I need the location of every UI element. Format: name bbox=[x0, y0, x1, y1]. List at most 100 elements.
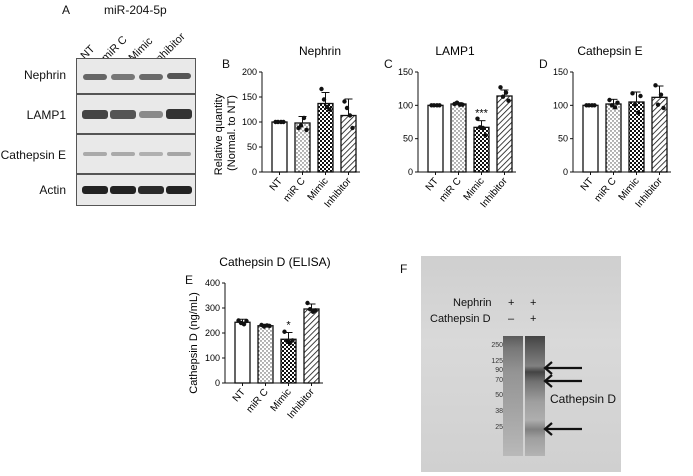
data-point bbox=[635, 110, 641, 115]
data-point bbox=[244, 318, 249, 324]
x-tick-label: miR C bbox=[245, 387, 271, 415]
panel-letter-c: C bbox=[384, 57, 393, 71]
y-tick-label: 100 bbox=[398, 100, 413, 110]
marker-250: 250 bbox=[491, 342, 503, 349]
blot-cathepsin-e bbox=[76, 134, 196, 174]
data-point bbox=[282, 329, 287, 334]
y-tick-label: 200 bbox=[205, 328, 220, 338]
gel-nephrin-lane1: + bbox=[508, 297, 515, 309]
significance-marker: *** bbox=[475, 108, 489, 120]
marker-25: 25 bbox=[495, 424, 503, 431]
y-tick-label: 300 bbox=[205, 303, 220, 313]
panel-letter-d: D bbox=[539, 57, 548, 71]
data-point bbox=[658, 92, 664, 97]
bar bbox=[317, 102, 334, 173]
data-point bbox=[319, 86, 324, 92]
x-tick-label: NT bbox=[424, 176, 441, 193]
x-tick-label: miR C bbox=[438, 176, 464, 204]
x-tick-label: NT bbox=[231, 387, 248, 404]
blot-label-nephrin: Nephrin bbox=[23, 68, 66, 82]
gel-cathepsin-d-lane1: – bbox=[508, 313, 515, 325]
y-tick-label: 100 bbox=[242, 117, 257, 127]
x-tick-label: NT bbox=[268, 176, 285, 193]
gel-arrows bbox=[543, 361, 582, 436]
y-tick-label: 50 bbox=[247, 142, 257, 152]
data-point bbox=[615, 100, 620, 105]
x-tick-label: miR C bbox=[282, 176, 308, 204]
data-point bbox=[307, 307, 313, 312]
bar bbox=[582, 104, 599, 173]
panel-letter-b: B bbox=[222, 57, 231, 71]
gel-row-label-nephrin: Nephrin bbox=[453, 297, 492, 309]
gel-lane-1 bbox=[503, 336, 523, 456]
marker-50: 50 bbox=[495, 392, 503, 399]
y-tick-label: 100 bbox=[553, 100, 568, 110]
bar bbox=[303, 308, 320, 384]
marker-70: 70 bbox=[495, 377, 503, 384]
data-point bbox=[612, 105, 618, 110]
data-point bbox=[506, 98, 511, 103]
data-point bbox=[638, 93, 643, 99]
data-point bbox=[498, 85, 503, 90]
y-axis-label-line1: Relative quantity bbox=[213, 93, 225, 175]
data-point bbox=[503, 90, 509, 95]
y-tick-label: 0 bbox=[563, 167, 568, 177]
data-point bbox=[483, 133, 488, 138]
data-point bbox=[661, 105, 666, 111]
data-point bbox=[653, 83, 658, 88]
gel-annotation: Cathepsin D bbox=[550, 392, 617, 406]
blot-nephrin bbox=[76, 58, 196, 94]
bar bbox=[271, 121, 288, 173]
blot-title: miR-204-5p bbox=[104, 3, 167, 17]
data-point bbox=[327, 107, 332, 112]
data-point bbox=[592, 103, 597, 108]
chart-title: Cathepsin E bbox=[577, 44, 642, 58]
y-tick-label: 50 bbox=[403, 134, 413, 144]
bar bbox=[605, 103, 622, 173]
blot-label-cathepsin-e: Cathepsin E bbox=[0, 148, 66, 162]
data-point bbox=[350, 125, 355, 131]
data-point bbox=[321, 97, 327, 102]
data-point bbox=[290, 338, 295, 343]
data-point bbox=[298, 123, 304, 128]
gel-lane-2 bbox=[525, 336, 545, 456]
bar bbox=[234, 321, 251, 384]
data-point bbox=[475, 116, 480, 121]
y-tick-label: 400 bbox=[205, 278, 220, 288]
y-tick-label: 100 bbox=[205, 353, 220, 363]
blot-lamp1 bbox=[76, 94, 196, 134]
panel-letter-e: E bbox=[185, 273, 194, 287]
bar bbox=[496, 95, 513, 173]
gel-cathepsin-d-lane2: + bbox=[530, 313, 537, 325]
y-axis-label: Cathepsin D (ng/mL) bbox=[188, 292, 200, 394]
arrow-icon bbox=[543, 361, 582, 375]
data-point bbox=[632, 102, 638, 107]
gel-image bbox=[421, 256, 621, 472]
blot-label-actin: Actin bbox=[39, 183, 66, 197]
x-tick-label: NT bbox=[579, 176, 596, 193]
gel-row-label-cathepsin-d: Cathepsin D bbox=[430, 313, 491, 325]
y-tick-label: 150 bbox=[242, 92, 257, 102]
y-tick-label: 50 bbox=[558, 134, 568, 144]
chart-title: Nephrin bbox=[299, 44, 341, 58]
data-point bbox=[655, 102, 661, 107]
bar bbox=[427, 104, 444, 173]
bar bbox=[257, 325, 274, 384]
data-point bbox=[480, 125, 486, 131]
data-point bbox=[437, 103, 442, 108]
data-point bbox=[342, 99, 347, 104]
data-point bbox=[500, 94, 506, 99]
y-axis-label-line2: (Normal. to NT) bbox=[226, 95, 238, 171]
blot-label-lamp1: LAMP1 bbox=[26, 108, 66, 122]
y-tick-label: 0 bbox=[215, 378, 220, 388]
data-point bbox=[305, 300, 310, 306]
y-tick-label: 0 bbox=[252, 167, 257, 177]
data-point bbox=[347, 113, 353, 118]
arrow-icon bbox=[543, 374, 582, 388]
data-point bbox=[267, 323, 272, 329]
